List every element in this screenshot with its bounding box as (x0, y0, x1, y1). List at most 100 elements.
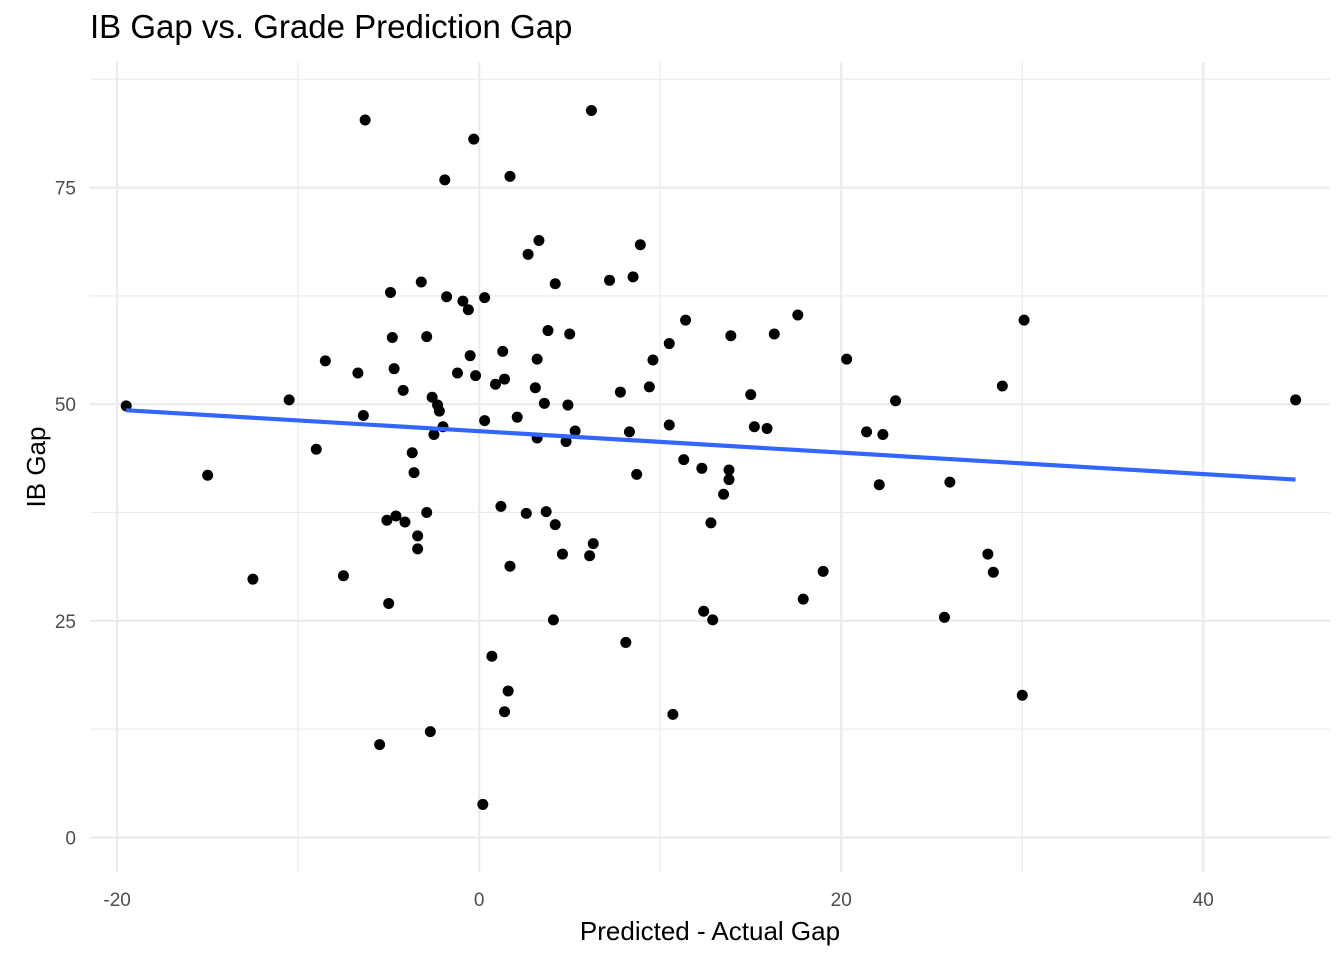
data-point (667, 708, 679, 720)
data-point (319, 355, 331, 367)
data-point (663, 338, 675, 350)
data-point (841, 353, 853, 365)
data-point (748, 421, 760, 433)
data-point (761, 422, 773, 434)
data-point (725, 330, 737, 342)
data-point (564, 328, 576, 340)
y-axis-title: IB Gap (21, 427, 51, 508)
data-point (631, 468, 643, 480)
data-point (861, 426, 873, 438)
data-point (529, 382, 541, 394)
data-point (944, 476, 956, 488)
data-point (408, 467, 420, 479)
data-point (397, 384, 409, 396)
data-point (374, 739, 386, 751)
data-point (433, 405, 445, 417)
data-point (723, 464, 735, 476)
data-point (696, 462, 708, 474)
data-point (540, 506, 552, 518)
data-point (938, 611, 950, 623)
data-point (499, 373, 511, 385)
data-point (499, 706, 511, 718)
data-point (441, 291, 453, 303)
data-point (556, 548, 568, 560)
data-point (1018, 314, 1030, 326)
data-point (477, 798, 489, 810)
data-point (982, 548, 994, 560)
data-point (384, 286, 396, 298)
data-point (386, 331, 398, 343)
data-point (987, 566, 999, 578)
data-point (643, 381, 655, 393)
data-point (678, 454, 690, 466)
data-point (560, 435, 572, 447)
data-point (470, 370, 482, 382)
y-tick-label: 25 (55, 612, 76, 633)
data-point (680, 314, 692, 326)
data-point (202, 469, 214, 481)
data-point (421, 331, 433, 343)
data-point (585, 105, 597, 117)
data-point (502, 685, 514, 697)
data-point (479, 415, 491, 427)
data-point (412, 530, 424, 542)
data-point (479, 292, 491, 304)
data-point (511, 411, 523, 423)
data-point (495, 500, 507, 512)
data-point (504, 560, 516, 572)
data-point (549, 278, 561, 290)
data-point (468, 133, 480, 145)
data-point (533, 234, 545, 246)
data-point (464, 350, 476, 362)
data-point (310, 443, 322, 455)
data-point (698, 605, 710, 617)
y-tick-labels: 0 25 50 75 (55, 179, 76, 850)
data-point (283, 394, 295, 406)
data-point (421, 506, 433, 518)
x-tick-label: -20 (103, 890, 130, 911)
y-tick-label: 75 (55, 179, 76, 200)
data-point (486, 650, 498, 662)
data-point (707, 614, 719, 626)
data-point (817, 565, 829, 577)
data-point (647, 354, 659, 366)
data-point (1016, 689, 1028, 701)
data-point (451, 367, 463, 379)
data-point (504, 170, 516, 182)
fit-line (126, 408, 1296, 482)
data-point (1290, 394, 1302, 406)
data-point (390, 510, 402, 522)
data-point (457, 295, 469, 307)
data-point (522, 248, 534, 260)
data-point (792, 309, 804, 321)
data-point (718, 488, 730, 500)
x-tick-label: 40 (1193, 890, 1214, 911)
chart-title: IB Gap vs. Grade Prediction Gap (90, 8, 573, 45)
major-gridlines (90, 62, 1330, 872)
data-point (549, 519, 561, 531)
data-point (663, 419, 675, 431)
data-point (412, 543, 424, 555)
data-point (424, 726, 436, 738)
y-tick-label: 0 (65, 828, 76, 849)
data-point (797, 593, 809, 605)
data-point (352, 367, 364, 379)
x-tick-labels: -20 0 20 40 (103, 890, 1213, 911)
data-point (439, 174, 451, 186)
data-point (462, 304, 474, 316)
data-point (604, 274, 616, 286)
data-point (620, 636, 632, 648)
x-axis-title: Predicted - Actual Gap (580, 916, 840, 946)
data-point (426, 391, 438, 403)
data-point (723, 474, 735, 486)
data-point (399, 516, 411, 528)
data-point (247, 573, 259, 585)
data-point (584, 550, 596, 562)
data-point (877, 429, 889, 441)
data-point (359, 114, 371, 126)
data-point (415, 276, 427, 288)
data-point (569, 425, 581, 437)
data-point (996, 380, 1008, 392)
data-point (623, 426, 635, 438)
